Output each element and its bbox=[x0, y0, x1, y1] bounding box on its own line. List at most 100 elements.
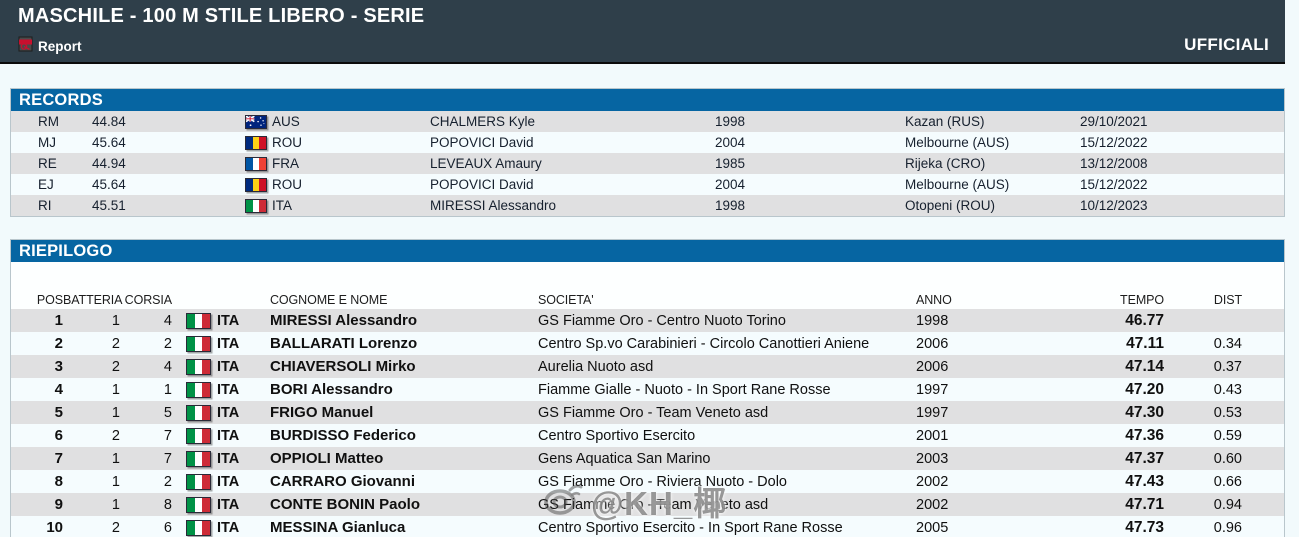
result-heat: 1 bbox=[111, 473, 120, 490]
flag-ita-icon bbox=[186, 427, 211, 444]
result-heat: 1 bbox=[111, 496, 120, 513]
record-birth-year: 1998 bbox=[715, 114, 746, 129]
flag-rou-icon bbox=[245, 135, 267, 150]
record-holder-name: LEVEAUX Amaury bbox=[430, 156, 542, 171]
flag-ita-icon bbox=[186, 496, 211, 513]
nation-code: FRA bbox=[272, 156, 299, 171]
result-heat: 2 bbox=[111, 427, 120, 444]
result-nation: ITA bbox=[172, 312, 268, 329]
result-row: 2 2 2 ITA BALLARATI Lorenzo Centro Sp.vo… bbox=[11, 332, 1284, 355]
record-birth-year: 1998 bbox=[715, 198, 746, 213]
result-time: 47.20 bbox=[1125, 380, 1164, 398]
records-section: RECORDS RM 44.84 AUS CHALMERS Kyle 1998 … bbox=[10, 88, 1285, 217]
result-gap: 0.59 bbox=[1213, 427, 1242, 444]
result-birth-year: 2002 bbox=[916, 473, 949, 490]
summary-section: RIEPILOGO POS BATTERIA CORSIA COGNOME E … bbox=[10, 239, 1285, 537]
result-birth-year: 1998 bbox=[916, 312, 949, 329]
result-row: 9 1 8 ITA CONTE BONIN Paolo GS Fiamme Or… bbox=[11, 493, 1284, 516]
record-time: 45.64 bbox=[92, 135, 126, 150]
flag-ita-icon bbox=[186, 519, 211, 536]
result-club: Centro Sportivo Esercito - In Sport Rane… bbox=[538, 519, 843, 536]
result-birth-year: 2006 bbox=[916, 335, 949, 352]
flag-rou-icon bbox=[245, 177, 267, 192]
result-club: Centro Sp.vo Carabinieri - Circolo Canot… bbox=[538, 335, 870, 352]
record-row: RM 44.84 AUS CHALMERS Kyle 1998 Kazan (R… bbox=[11, 111, 1284, 132]
flag-ita-icon bbox=[186, 473, 211, 490]
result-heat: 1 bbox=[111, 404, 120, 421]
nation-code: ITA bbox=[217, 496, 240, 513]
result-time: 46.77 bbox=[1125, 311, 1164, 329]
event-header: MASCHILE - 100 M STILE LIBERO - SERIE Re… bbox=[0, 0, 1285, 64]
nation-code: ITA bbox=[272, 198, 292, 213]
flag-aus-icon bbox=[245, 114, 267, 129]
report-link[interactable]: Report bbox=[18, 36, 82, 57]
summary-section-title: RIEPILOGO bbox=[11, 240, 1284, 262]
result-pos: 5 bbox=[54, 404, 63, 421]
result-lane: 4 bbox=[163, 312, 172, 329]
result-pos: 2 bbox=[54, 335, 63, 352]
record-type: RE bbox=[38, 156, 57, 171]
record-date: 10/12/2023 bbox=[1080, 198, 1148, 213]
result-nation: ITA bbox=[172, 427, 268, 444]
result-swimmer-name: MESSINA Gianluca bbox=[270, 519, 406, 536]
result-club: Centro Sportivo Esercito bbox=[538, 427, 696, 444]
result-gap: 0.43 bbox=[1213, 381, 1242, 398]
flag-ita-icon bbox=[186, 312, 211, 329]
column-header-name: COGNOME E NOME bbox=[270, 293, 388, 307]
result-time: 47.14 bbox=[1125, 357, 1164, 375]
result-time: 47.43 bbox=[1125, 472, 1164, 490]
result-pos: 9 bbox=[54, 496, 63, 513]
record-time: 45.51 bbox=[92, 198, 126, 213]
record-row: MJ 45.64 ROU POPOVICI David 2004 Melbour… bbox=[11, 132, 1284, 153]
result-gap: 0.34 bbox=[1213, 335, 1242, 352]
result-club: Fiamme Gialle - Nuoto - In Sport Rane Ro… bbox=[538, 381, 831, 398]
result-time: 47.11 bbox=[1126, 334, 1164, 352]
nation-code: ITA bbox=[217, 358, 240, 375]
result-nation: ITA bbox=[172, 473, 268, 490]
result-row: 8 1 2 ITA CARRARO Giovanni GS Fiamme Oro… bbox=[11, 470, 1284, 493]
record-nation: ROU bbox=[245, 135, 430, 150]
record-type: RI bbox=[38, 198, 52, 213]
record-birth-year: 2004 bbox=[715, 135, 746, 150]
result-gap: 0.94 bbox=[1213, 496, 1242, 513]
result-pos: 6 bbox=[54, 427, 63, 444]
record-nation: AUS bbox=[245, 114, 430, 129]
record-place: Kazan (RUS) bbox=[905, 114, 985, 129]
record-holder-name: POPOVICI David bbox=[430, 135, 534, 150]
column-header-batteria: BATTERIA bbox=[63, 293, 123, 307]
result-lane: 2 bbox=[163, 473, 172, 490]
result-heat: 2 bbox=[111, 358, 120, 375]
summary-table: 1 1 4 ITA MIRESSI Alessandro GS Fiamme O… bbox=[11, 309, 1284, 537]
result-birth-year: 2001 bbox=[916, 427, 949, 444]
records-table: RM 44.84 AUS CHALMERS Kyle 1998 Kazan (R… bbox=[11, 111, 1284, 216]
pdf-icon bbox=[18, 36, 33, 57]
nation-code: AUS bbox=[272, 114, 300, 129]
result-time: 47.30 bbox=[1125, 403, 1164, 421]
result-pos: 1 bbox=[54, 312, 63, 329]
result-gap: 0.60 bbox=[1213, 450, 1242, 467]
result-nation: ITA bbox=[172, 519, 268, 536]
result-heat: 1 bbox=[111, 381, 120, 398]
result-lane: 4 bbox=[163, 358, 172, 375]
record-place: Melbourne (AUS) bbox=[905, 177, 1010, 192]
flag-ita-icon bbox=[186, 335, 211, 352]
officials-status: UFFICIALI bbox=[1184, 35, 1269, 54]
result-gap: 0.53 bbox=[1213, 404, 1242, 421]
result-swimmer-name: CARRARO Giovanni bbox=[270, 473, 416, 490]
result-lane: 7 bbox=[163, 427, 172, 444]
result-gap: 0.96 bbox=[1213, 519, 1242, 536]
result-swimmer-name: BALLARATI Lorenzo bbox=[270, 335, 418, 352]
result-club: Gens Aquatica San Marino bbox=[538, 450, 711, 467]
column-header-pos: POS bbox=[36, 293, 63, 307]
record-holder-name: MIRESSI Alessandro bbox=[430, 198, 557, 213]
record-type: RM bbox=[38, 114, 59, 129]
result-swimmer-name: BURDISSO Federico bbox=[270, 427, 416, 444]
result-lane: 2 bbox=[163, 335, 172, 352]
record-time: 44.94 bbox=[92, 156, 126, 171]
record-nation: FRA bbox=[245, 156, 430, 171]
result-birth-year: 1997 bbox=[916, 381, 949, 398]
nation-code: ITA bbox=[217, 519, 240, 536]
record-nation: ITA bbox=[245, 198, 430, 213]
summary-header-row: POS BATTERIA CORSIA COGNOME E NOME SOCIE… bbox=[11, 286, 1284, 309]
result-row: 3 2 4 ITA CHIAVERSOLI Mirko Aurelia Nuot… bbox=[11, 355, 1284, 378]
